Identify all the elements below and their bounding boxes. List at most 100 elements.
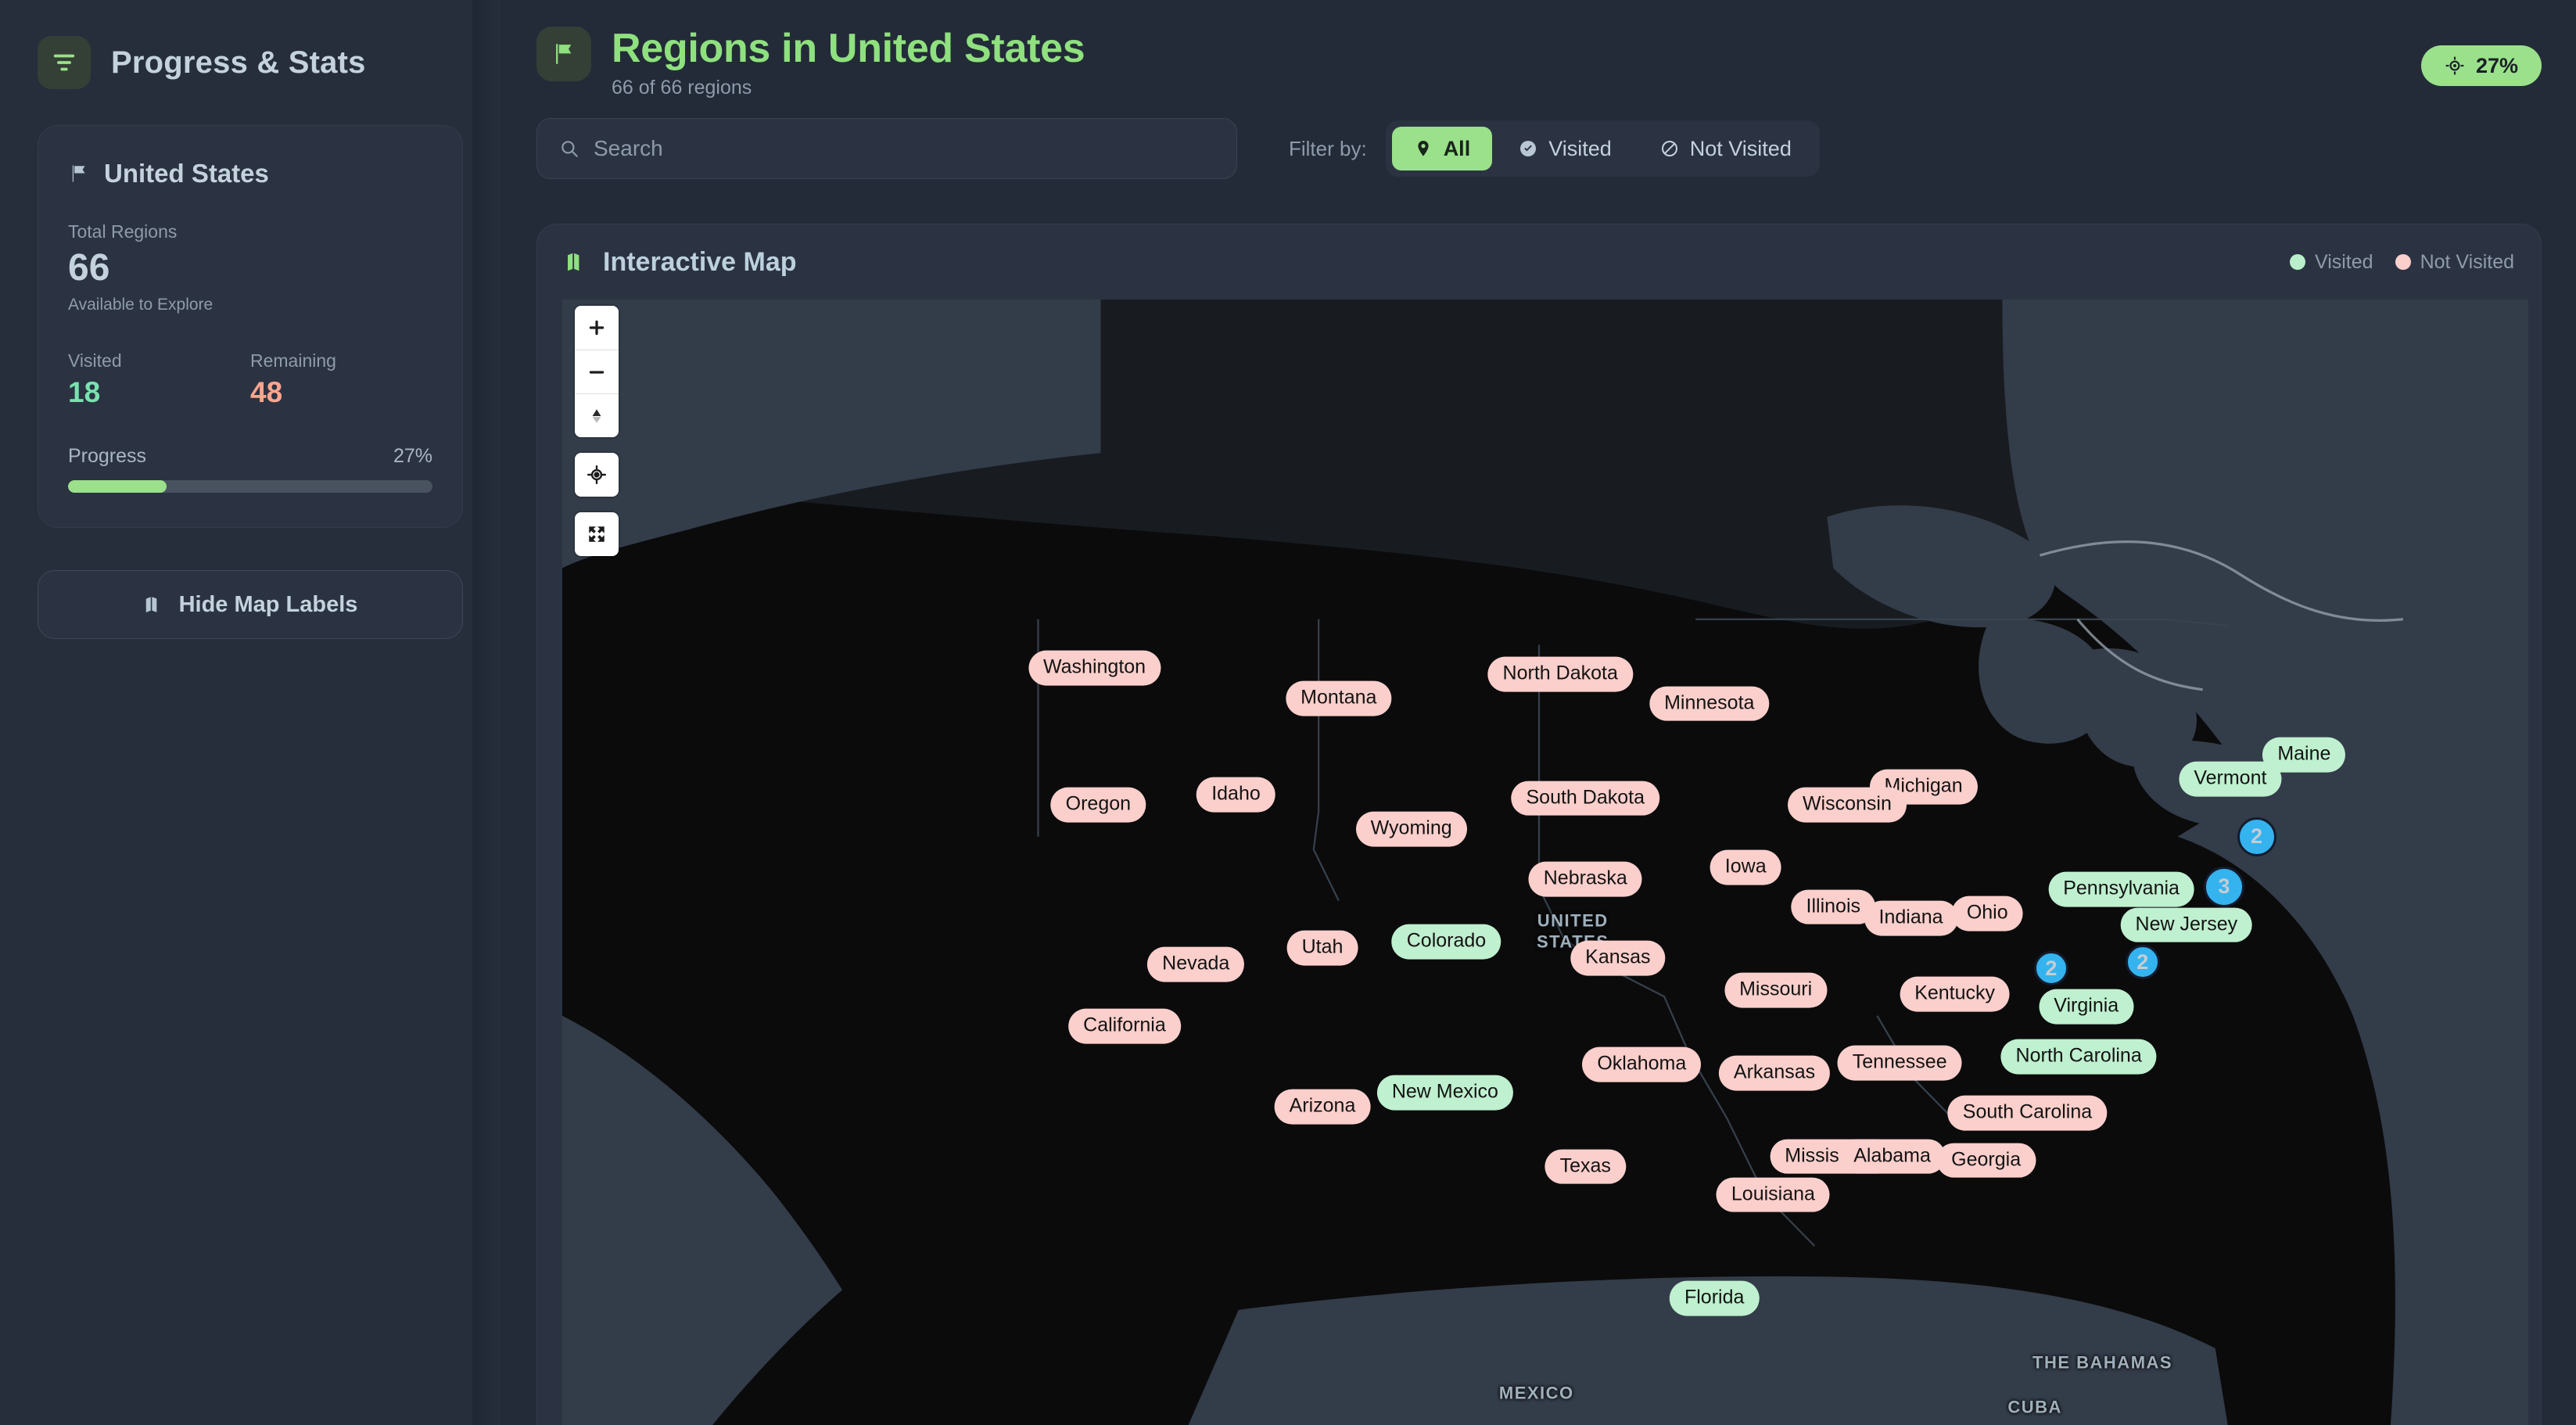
map-cluster-marker[interactable]: 3: [2203, 866, 2244, 907]
filter-by-label: Filter by:: [1289, 136, 1367, 160]
geolocate-icon[interactable]: [575, 453, 619, 497]
map-region-label[interactable]: Nevada: [1147, 946, 1245, 982]
map-legend: Visited Not Visited: [2289, 250, 2514, 274]
basemap-label: CUBA: [2007, 1397, 2062, 1417]
map-region-label[interactable]: Pennsylvania: [2048, 871, 2194, 907]
map-region-label[interactable]: Illinois: [1791, 889, 1876, 925]
sidebar: Progress & Stats United States Total Reg…: [0, 0, 500, 1425]
map-canvas[interactable]: UNITED STATES MEXICO THE BAHAMAS CUBA Washi…: [562, 300, 2528, 1425]
page-subtitle: 66 of 66 regions: [612, 77, 752, 99]
map-controls: [575, 306, 619, 556]
remaining-value: 48: [250, 376, 283, 409]
map-region-label[interactable]: Kentucky: [1900, 976, 2011, 1012]
filter-option-visited[interactable]: Visited: [1497, 127, 1634, 170]
filter-option-all-label: All: [1443, 136, 1471, 160]
visited-value: 18: [68, 376, 101, 409]
map-cluster-marker[interactable]: 2: [2237, 817, 2276, 856]
map-pin-icon: [1414, 139, 1433, 158]
map-cluster-marker[interactable]: 2: [2125, 945, 2160, 980]
progress-bar-fill: [68, 480, 167, 494]
compass-icon[interactable]: [575, 393, 619, 437]
map-basemap: [562, 300, 2528, 1425]
map-panel-title-group: Interactive Map: [564, 247, 797, 278]
fullscreen-icon[interactable]: [575, 512, 619, 556]
map-region-label[interactable]: Nebraska: [1528, 861, 1642, 897]
remaining-stat: Remaining 48: [250, 350, 432, 409]
map-region-label[interactable]: Idaho: [1197, 777, 1275, 813]
legend-item-visited: Visited: [2289, 250, 2373, 274]
map-region-label[interactable]: Washington: [1028, 650, 1161, 686]
map-region-label[interactable]: California: [1068, 1008, 1181, 1044]
page-header-text: Regions in United States 66 of 66 region…: [612, 27, 1085, 99]
progress-label: Progress: [68, 445, 147, 468]
main-content: Regions in United States 66 of 66 region…: [500, 0, 2576, 1425]
total-regions-label: Total Regions: [68, 221, 178, 242]
hide-map-labels-button[interactable]: Hide Map Labels: [38, 570, 463, 640]
legend-label-visited: Visited: [2314, 250, 2373, 273]
visited-label: Visited: [68, 350, 122, 372]
map-region-label[interactable]: New Jersey: [2120, 907, 2253, 942]
map-region-label[interactable]: Minnesota: [1649, 686, 1770, 722]
map-region-label[interactable]: Indiana: [1864, 901, 1958, 936]
map-region-label[interactable]: New Mexico: [1376, 1075, 1513, 1111]
stats-card-country: United States: [104, 159, 269, 188]
map-region-label[interactable]: South Carolina: [1947, 1095, 2108, 1131]
zoom-out-button[interactable]: [575, 350, 619, 393]
progress-bar-track: [68, 480, 432, 494]
map-region-label[interactable]: Florida: [1669, 1280, 1760, 1316]
progress-badge-text: 27%: [2475, 53, 2518, 77]
map-region-label[interactable]: Oregon: [1050, 787, 1146, 823]
map-region-label[interactable]: Colorado: [1391, 924, 1501, 960]
progress-value: 27%: [393, 445, 432, 468]
legend-dot-visited: [2289, 254, 2305, 270]
filter-option-all[interactable]: All: [1391, 127, 1493, 171]
legend-item-not-visited: Not Visited: [2395, 251, 2514, 274]
stats-card-title: United States: [68, 159, 432, 188]
map-region-label[interactable]: Texas: [1545, 1149, 1626, 1185]
filter-option-not-visited-label: Not Visited: [1689, 136, 1792, 160]
map-region-label[interactable]: Tennessee: [1837, 1045, 1962, 1081]
filter-option-not-visited[interactable]: Not Visited: [1638, 127, 1814, 170]
map-region-label[interactable]: Montana: [1286, 680, 1392, 716]
map-region-label[interactable]: Arizona: [1274, 1089, 1371, 1125]
map-region-label[interactable]: Arkansas: [1718, 1055, 1831, 1091]
map-region-label[interactable]: Oklahoma: [1582, 1046, 1702, 1082]
sidebar-title: Progress & Stats: [111, 45, 366, 80]
basemap-label: MEXICO: [1498, 1383, 1574, 1403]
remaining-label: Remaining: [250, 350, 336, 372]
fullscreen-button-wrap: [575, 512, 619, 556]
map-region-label[interactable]: Louisiana: [1716, 1177, 1830, 1213]
map-region-label[interactable]: Virginia: [2039, 989, 2134, 1025]
filter-toolbar: Filter by: All Visited: [536, 118, 2542, 180]
map-region-label[interactable]: North Carolina: [2000, 1039, 2157, 1075]
search-box[interactable]: [536, 118, 1237, 180]
filter-icon: [38, 36, 91, 89]
map-region-label[interactable]: Iowa: [1710, 849, 1781, 885]
flag-icon: [68, 163, 90, 185]
page-header: Regions in United States 66 of 66 region…: [536, 0, 2542, 99]
map-region-label[interactable]: Georgia: [1936, 1143, 2036, 1178]
page-title: Regions in United States: [612, 26, 1085, 71]
map-region-label[interactable]: Kansas: [1570, 940, 1666, 976]
map-icon: [143, 594, 163, 615]
map-region-label[interactable]: Ohio: [1951, 896, 2023, 931]
basemap-label: THE BAHAMAS: [2032, 1352, 2173, 1373]
map-region-label[interactable]: Missouri: [1724, 972, 1828, 1008]
zoom-in-button[interactable]: [575, 306, 619, 350]
map-panel-title: Interactive Map: [603, 246, 797, 277]
map-region-label[interactable]: Utah: [1286, 930, 1358, 966]
map-panel-header: Interactive Map Visited Not Visited: [537, 224, 2541, 300]
legend-dot-not-visited: [2395, 254, 2411, 270]
search-icon: [559, 138, 579, 159]
search-input[interactable]: [594, 136, 1214, 162]
map-region-label[interactable]: South Dakota: [1511, 781, 1659, 817]
geolocate-button-wrap: [575, 453, 619, 497]
map-region-label[interactable]: Alabama: [1839, 1139, 1946, 1174]
map-region-label[interactable]: Vermont: [2179, 761, 2282, 797]
map-region-label[interactable]: Wyoming: [1355, 811, 1467, 847]
total-regions-value: 66: [68, 247, 110, 289]
map-cluster-marker[interactable]: 2: [2033, 951, 2068, 986]
map-region-label[interactable]: Wisconsin: [1787, 787, 1907, 823]
map-region-label[interactable]: North Dakota: [1487, 656, 1633, 692]
sidebar-header: Progress & Stats: [38, 0, 463, 89]
